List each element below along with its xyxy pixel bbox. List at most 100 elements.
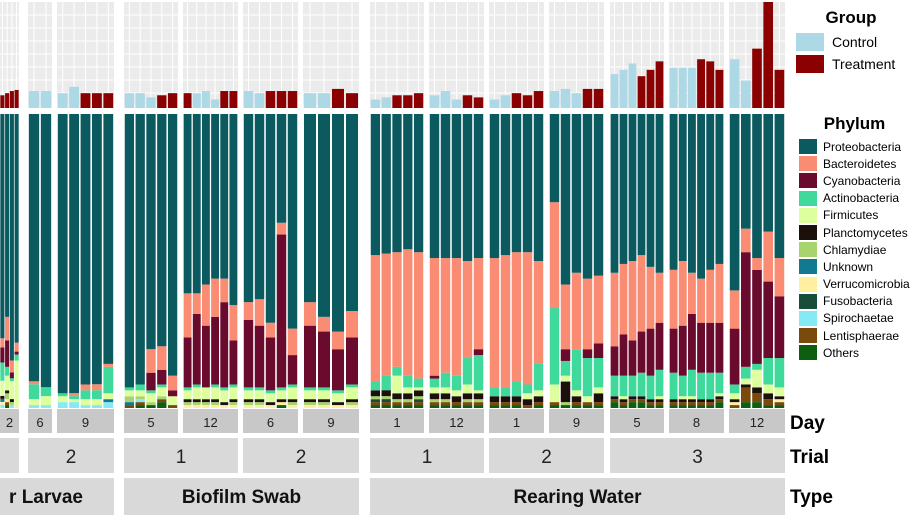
phylum-segment (381, 114, 391, 254)
phylum-segment (522, 252, 533, 385)
phylum-segment (254, 114, 265, 300)
phylum-legend-item: Fusobacteria (799, 293, 918, 310)
phylum-segment (146, 405, 156, 408)
day-strip (549, 409, 604, 433)
phylum-segment (345, 310, 359, 338)
phylum-segment (413, 396, 424, 400)
group-bar (80, 93, 91, 108)
phylum-segment (276, 234, 287, 388)
phylum-segment (715, 114, 724, 264)
phylum-segment (220, 302, 229, 388)
phylum-segment (254, 387, 265, 391)
phylum-segment (28, 381, 40, 385)
group-bar (243, 91, 254, 108)
phylum-segment (740, 387, 751, 403)
group-bar (345, 93, 359, 108)
phylum-segment (229, 114, 238, 306)
group-bar (440, 91, 451, 108)
phylum-segment (381, 405, 391, 408)
phylum-segment (157, 396, 167, 400)
group-panel-bg (28, 2, 52, 108)
phylum-segment (392, 366, 402, 376)
phylum-segment (593, 393, 604, 403)
phylum-segment (28, 384, 40, 400)
phylum-segment (167, 405, 178, 408)
phylum-segment (243, 390, 254, 400)
phylum-segment (489, 114, 500, 259)
day-strip-label: 9 (82, 415, 89, 430)
group-bar (9, 91, 14, 108)
group-bar (451, 99, 462, 108)
day-strip-label: 5 (633, 415, 640, 430)
phylum-segment (243, 302, 254, 320)
phylum-swatch (799, 293, 817, 309)
phylum-segment (331, 390, 345, 394)
phylum-segment (303, 399, 317, 403)
type-strip (124, 478, 359, 515)
phylum-segment (619, 263, 628, 335)
type-row-label: Type (790, 487, 833, 508)
phylum-segment (610, 399, 619, 403)
phylum-segment (9, 399, 14, 403)
phylum-segment (740, 384, 751, 388)
phylum-segment (9, 378, 14, 382)
phylum-segment (571, 396, 582, 403)
group-bar (740, 80, 751, 108)
group-bar (678, 67, 687, 108)
group-bar (752, 48, 762, 108)
group-panel-bg (183, 2, 238, 108)
group-legend-item-control: Control (796, 31, 918, 53)
phylum-segment (303, 402, 317, 406)
phylum-segment (610, 346, 619, 376)
group-bar (0, 95, 5, 108)
phylum-segment (582, 405, 593, 408)
phylum-segment (593, 405, 604, 408)
phylum-segment (229, 387, 238, 400)
phylum-legend-item: Cyanobacteria (799, 172, 918, 189)
phylum-segment (91, 405, 102, 408)
phylum-segment (254, 399, 265, 403)
phylum-segment (146, 390, 156, 394)
phylum-segment (331, 331, 345, 350)
phylum-segment (473, 114, 484, 259)
phylum-segment (549, 114, 560, 203)
phylum-segment (265, 390, 276, 394)
phylum-segment (560, 284, 571, 350)
group-bar (706, 61, 715, 108)
phylum-segment (752, 258, 762, 270)
phylum-label: Bacteroidetes (823, 156, 897, 171)
group-bar (28, 91, 40, 108)
phylum-segment (287, 387, 298, 400)
phylum-segment (655, 396, 664, 400)
phylum-segment (628, 375, 637, 397)
phylum-segment (593, 275, 604, 344)
phylum-segment (5, 316, 10, 341)
phylum-segment (14, 405, 19, 408)
phylum-segment (533, 405, 544, 408)
phylum-segment (135, 384, 145, 391)
phylum-segment (715, 372, 724, 394)
phylum-segment (57, 393, 68, 397)
phylum-segment (740, 366, 751, 379)
phylum-segment (331, 349, 345, 391)
phylum-segment (243, 399, 254, 403)
phylum-segment (276, 390, 287, 400)
phylum-segment (135, 114, 145, 385)
phylum-segment (14, 114, 19, 343)
phylum-segment (276, 399, 287, 403)
trial-strip (370, 438, 484, 473)
group-bar (522, 95, 533, 108)
group-bar (729, 59, 740, 108)
phylum-segment (511, 402, 522, 406)
phylum-segment (413, 405, 424, 408)
phylum-segment (687, 114, 696, 273)
day-strip-label: 6 (267, 415, 274, 430)
phylum-segment (0, 404, 5, 408)
phylum-segment (533, 114, 544, 261)
group-bar (331, 88, 345, 108)
phylum-segment (729, 393, 740, 400)
phylum-segment (392, 402, 402, 406)
phylum-segment (9, 405, 14, 408)
phylum-segment (192, 387, 201, 400)
group-bar (655, 61, 664, 108)
